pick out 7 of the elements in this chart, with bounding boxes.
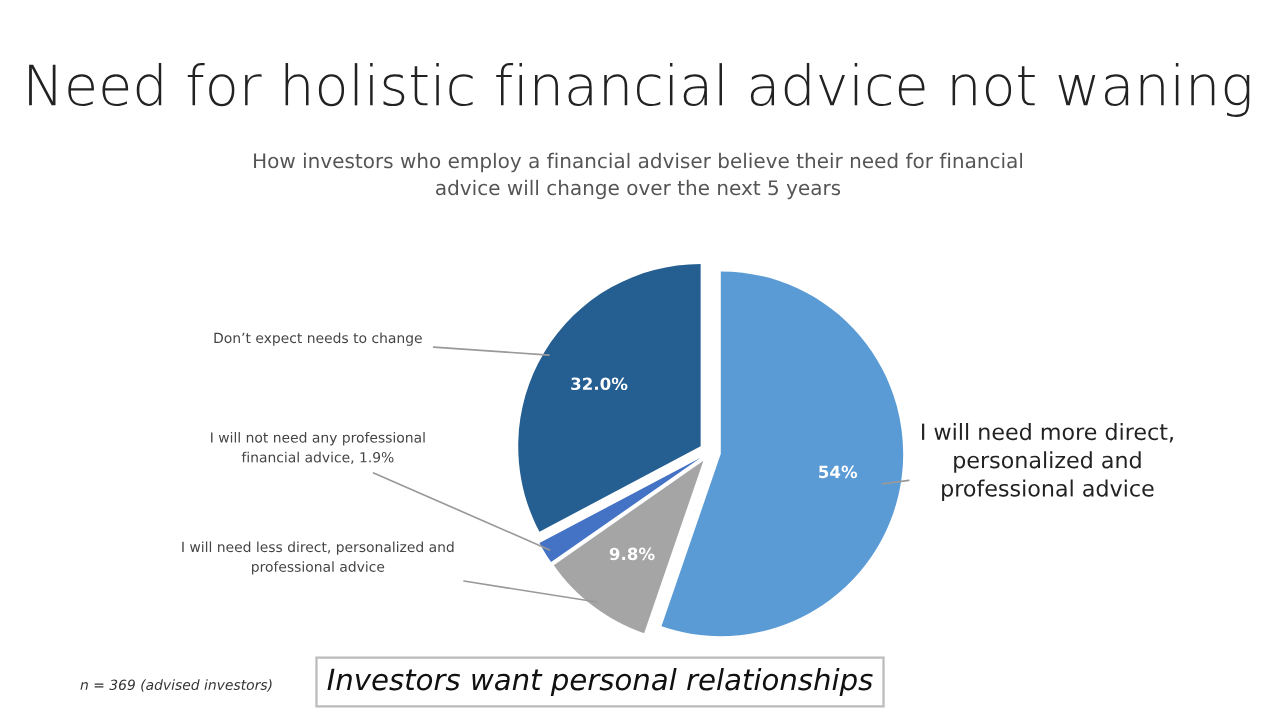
text: Investors want personal relationships (327, 667, 873, 697)
slice-label: I will need more direct, personalized and professional advice (922, 422, 1173, 501)
data-label: 9.8% (609, 547, 655, 561)
data-label: 32.0% (571, 377, 628, 391)
data-label: 54% (819, 465, 858, 479)
chart-title: Need for holistic financial advice not waning (29, 63, 1250, 117)
chart-subtitle: How investors who employ a financial adviser believe their need for financial advice will change over the next 5 years (254, 152, 1023, 200)
